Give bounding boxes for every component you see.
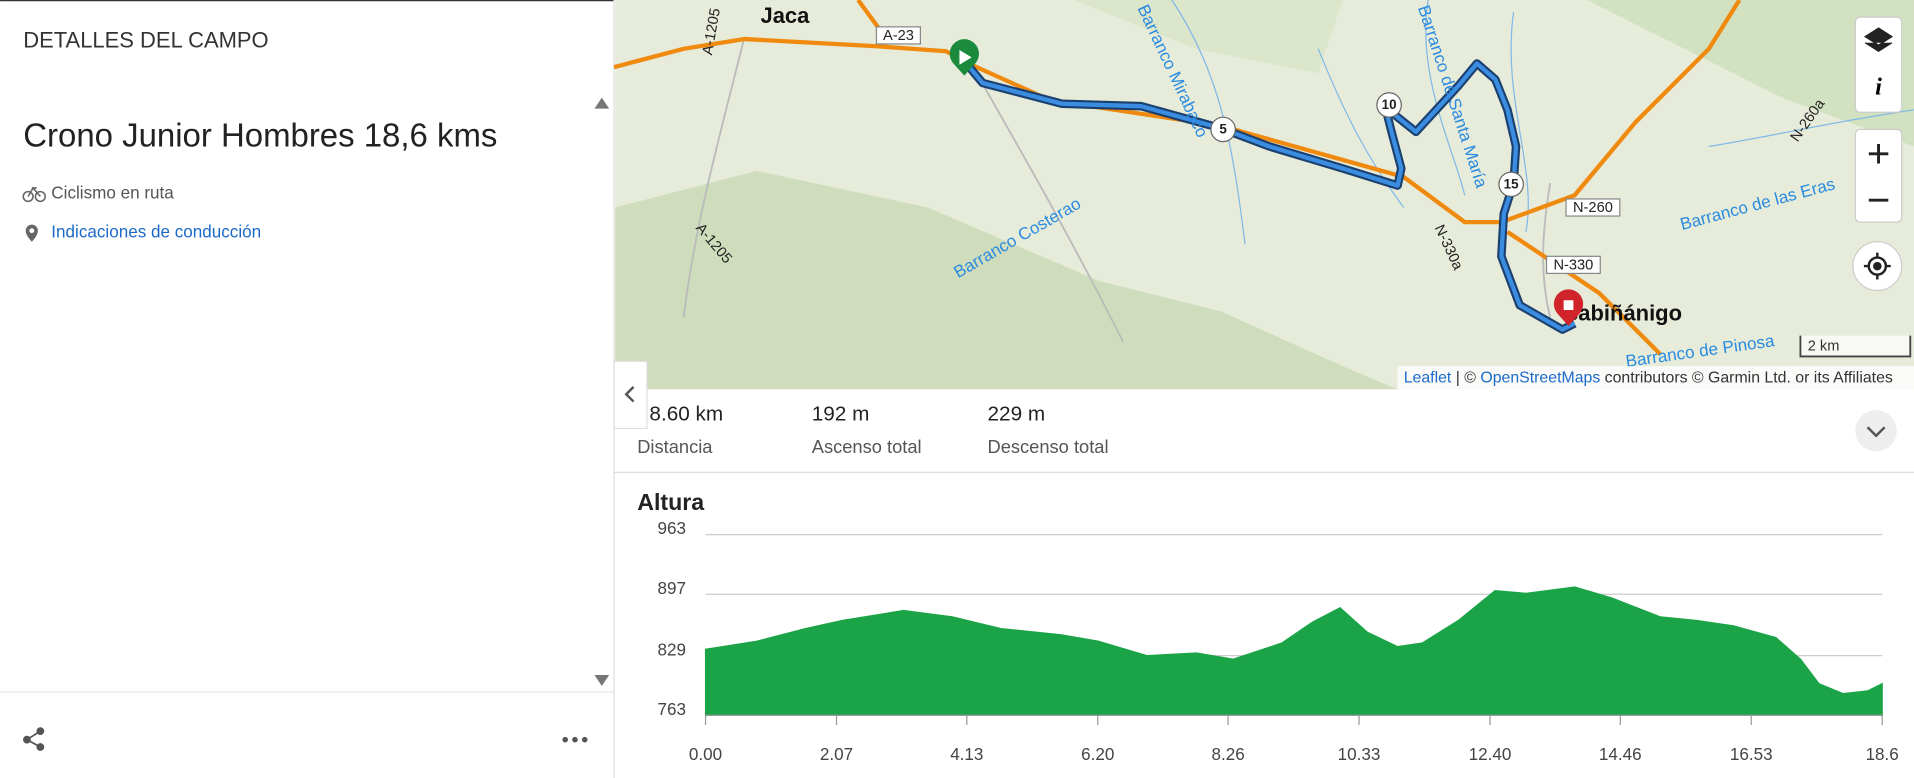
more-button[interactable] [562,736,588,743]
x-tick-label: 8.26 [1211,745,1244,764]
y-tick-label: 763 [658,700,687,719]
bike-icon [22,186,47,203]
road-shield: N-260 [1565,198,1621,217]
pin-dot [29,228,35,234]
end-marker [1553,289,1584,326]
x-tick-label: 18.6 [1866,745,1899,764]
x-tick-label: 14.46 [1599,745,1642,764]
collapse-tab[interactable] [613,360,648,430]
map-controls: i [1852,16,1903,292]
streams [1171,0,1914,245]
forest [1074,0,1343,74]
directions-link[interactable]: Indicaciones de conducción [51,223,261,242]
sport-type: Ciclismo en ruta [51,184,174,203]
stat-label: Descenso total [988,436,1109,457]
minor-roads [682,36,1552,343]
x-tick-label: 16.53 [1730,745,1773,764]
attribution-bg [1397,366,1914,390]
expand-button[interactable] [1855,410,1897,452]
course-title: Crono Junior Hombres 18,6 kms [23,117,497,154]
route-marker: 10 [1376,92,1402,118]
map[interactable]: Jaca Sabiñánigo A-23 N-260 N-330 A-1205 … [613,0,1914,390]
scale-bar: 2 km [1799,335,1912,358]
place-label: Jaca [760,3,810,28]
x-tick-label: 0.00 [689,745,722,764]
route [962,59,1576,332]
chart-title: Altura [637,489,705,515]
stats: 8.60 km Distancia 192 m Ascenso total 229 m D… [637,402,1108,456]
road-shield: A-23 [875,26,921,45]
x-tick-label: 12.40 [1469,745,1512,764]
stat-label: Distancia [637,436,713,457]
route-marker-label: 15 [1504,176,1519,191]
route-marker-label: 10 [1382,97,1397,112]
elevation-area [704,586,1883,716]
share-button[interactable] [23,727,45,751]
leaflet-link[interactable]: Leaflet [1404,370,1452,387]
x-tick-label: 10.33 [1338,745,1381,764]
side-panel [0,0,615,778]
attribution: Leaflet | © OpenStreetMaps contributors … [1404,370,1893,387]
y-tick-label: 963 [658,519,687,538]
road-label: A-23 [883,28,914,44]
stat-value: 8.60 km [649,402,723,425]
route-marker: 15 [1498,171,1524,198]
scroll-up[interactable] [594,97,610,109]
place-label: Sabiñánigo [1564,301,1682,326]
osm-link[interactable]: OpenStreetMaps [1480,370,1600,387]
route-marker: 5 [1210,116,1236,143]
x-tick-label: 6.20 [1081,745,1114,764]
y-tick-label: 829 [658,640,687,659]
elevation-chart: 763 829 897 963 0.00 2.07 4.13 6.20 8.26 10.33 12.… [658,519,1899,764]
scroll-down[interactable] [594,674,610,686]
start-marker [949,39,979,76]
y-tick-label: 897 [658,579,687,598]
zoom-in[interactable] [1868,144,1889,164]
forest [615,170,1398,390]
stat-value: 229 m [988,402,1046,425]
x-tick-label: 4.13 [950,745,983,764]
stat-label: Ascenso total [812,436,922,457]
attribution-text: contributors © Garmin Ltd. or its Affili… [1600,370,1893,387]
forest [1586,0,1914,147]
road-label: N-330 [1553,257,1593,273]
panel-heading: DETALLES DEL CAMPO [23,27,268,52]
attribution-sep: | © [1451,370,1480,387]
x-tick-label: 2.07 [820,745,853,764]
road-shield: N-330 [1545,255,1601,275]
scale-label: 2 km [1808,339,1840,355]
road-label: N-260 [1573,200,1613,216]
stat-value: 192 m [812,402,870,425]
stats-panel [615,389,1914,473]
route-marker-label: 5 [1219,122,1227,137]
info-button[interactable]: i [1875,74,1882,101]
locate-button[interactable] [1863,252,1891,280]
layers-button[interactable] [1863,27,1894,52]
